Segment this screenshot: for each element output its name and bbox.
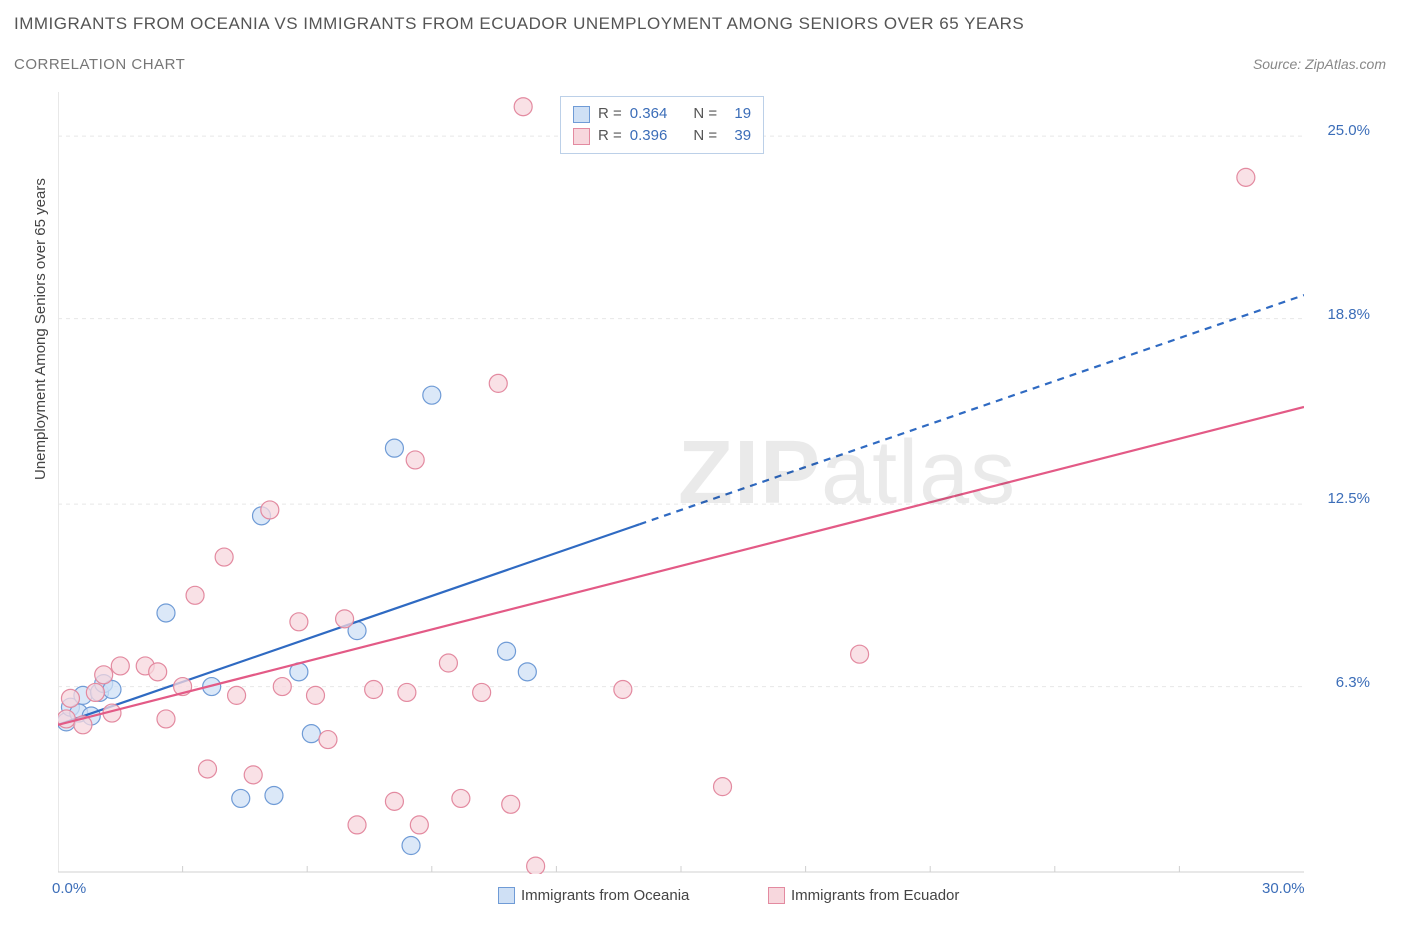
- legend-row-oceania: R = 0.364 N = 19: [573, 103, 751, 125]
- legend-swatch-oceania: [573, 106, 590, 123]
- x-legend-oceania: Immigrants from Oceania: [498, 887, 689, 904]
- x-tick-max: 30.0%: [1262, 880, 1305, 897]
- y-tick-1: 12.5%: [1327, 490, 1370, 507]
- source-attribution: Source: ZipAtlas.com: [1253, 56, 1386, 72]
- swatch-oceania: [498, 887, 515, 904]
- correlation-legend: R = 0.364 N = 19 R = 0.396 N = 39: [560, 96, 764, 154]
- swatch-ecuador: [768, 887, 785, 904]
- y-tick-0: 6.3%: [1336, 674, 1370, 691]
- x-legend-ecuador: Immigrants from Ecuador: [768, 887, 959, 904]
- chart-title-main: IMMIGRANTS FROM OCEANIA VS IMMIGRANTS FR…: [14, 14, 1024, 34]
- correlation-scatter-chart: ZIPatlas 6.3% 12.5% 18.8% 25.0% 0.0% 30.…: [58, 92, 1388, 902]
- y-tick-3: 25.0%: [1327, 122, 1370, 139]
- y-axis-label: Unemployment Among Seniors over 65 years: [32, 178, 49, 480]
- x-tick-min: 0.0%: [52, 880, 86, 897]
- legend-swatch-ecuador: [573, 128, 590, 145]
- chart-title-sub: CORRELATION CHART: [14, 56, 185, 73]
- y-tick-2: 18.8%: [1327, 306, 1370, 323]
- chart-svg: [58, 92, 1304, 874]
- legend-row-ecuador: R = 0.396 N = 39: [573, 125, 751, 147]
